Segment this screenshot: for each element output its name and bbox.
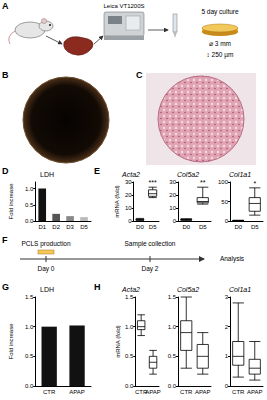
svg-text:E: E: [94, 166, 100, 176]
svg-text:Day 0: Day 0: [38, 265, 55, 273]
svg-text:2: 2: [225, 324, 229, 330]
svg-text:*: *: [253, 180, 256, 187]
svg-text:H: H: [94, 282, 101, 292]
svg-text:APAP: APAP: [145, 389, 161, 395]
svg-text:0.0: 0.0: [168, 383, 177, 389]
svg-text:CTR: CTR: [135, 389, 148, 395]
svg-text:Leica VT1200S: Leica VT1200S: [103, 3, 144, 9]
svg-text:B: B: [2, 70, 9, 80]
svg-text:1.0: 1.0: [168, 324, 177, 330]
svg-text:mRNA (fold): mRNA (fold): [115, 325, 121, 358]
svg-text:A: A: [2, 1, 9, 11]
svg-text:CTR: CTR: [232, 389, 245, 395]
svg-text:**: **: [200, 179, 206, 186]
svg-text:mRNA (fold): mRNA (fold): [114, 185, 120, 218]
svg-text:D5: D5: [199, 224, 207, 230]
svg-text:Fold increase: Fold increase: [8, 323, 14, 360]
svg-text:LDH: LDH: [40, 171, 54, 178]
svg-text:20: 20: [125, 192, 132, 198]
svg-text:D3: D3: [66, 224, 74, 230]
svg-text:Acta2: Acta2: [121, 171, 140, 178]
svg-text:5 day culture: 5 day culture: [201, 8, 239, 16]
svg-text:D0: D0: [136, 224, 144, 230]
svg-text:1.0: 1.0: [25, 324, 34, 330]
svg-text:0: 0: [128, 218, 132, 224]
svg-text:3: 3: [225, 294, 229, 300]
svg-text:0.5: 0.5: [25, 202, 34, 208]
svg-text:Sample collection: Sample collection: [125, 240, 176, 248]
svg-text:Col1a1: Col1a1: [229, 171, 251, 178]
svg-text:D0: D0: [234, 224, 242, 230]
svg-text:APAP: APAP: [69, 389, 85, 395]
svg-text:D: D: [2, 166, 9, 176]
svg-text:Col5a2: Col5a2: [177, 171, 199, 178]
svg-text:Day 2: Day 2: [142, 265, 159, 273]
svg-text:0: 0: [225, 383, 229, 389]
svg-text:D5: D5: [149, 224, 157, 230]
svg-text:0.5: 0.5: [168, 353, 177, 359]
svg-text:1.5: 1.5: [25, 294, 34, 300]
svg-text:CTR: CTR: [180, 389, 193, 395]
svg-text:1.5: 1.5: [168, 294, 177, 300]
svg-text:Fold increase: Fold increase: [8, 183, 14, 220]
svg-text:0: 0: [225, 218, 229, 224]
svg-text:D2: D2: [52, 224, 60, 230]
svg-text:D1: D1: [38, 224, 46, 230]
svg-text:50: 50: [221, 199, 228, 205]
svg-text:***: ***: [149, 179, 157, 186]
svg-text:0.0: 0.0: [25, 218, 34, 224]
svg-text:⌀ 3 mm: ⌀ 3 mm: [209, 40, 231, 47]
svg-text:G: G: [2, 282, 9, 292]
svg-text:PCLS production: PCLS production: [21, 240, 71, 248]
svg-text:30: 30: [125, 179, 132, 185]
svg-text:D5: D5: [80, 224, 88, 230]
svg-text:0.0: 0.0: [125, 383, 134, 389]
svg-text:0.5: 0.5: [125, 353, 134, 359]
svg-text:100: 100: [218, 179, 229, 185]
svg-text:Analysis: Analysis: [220, 255, 245, 263]
svg-text:10: 10: [169, 205, 176, 211]
svg-text:30: 30: [169, 179, 176, 185]
svg-text:1.5: 1.5: [125, 294, 134, 300]
svg-text:Col1a1: Col1a1: [229, 286, 251, 293]
svg-text:D5: D5: [251, 224, 259, 230]
svg-text:10: 10: [125, 205, 132, 211]
svg-text:0.0: 0.0: [25, 383, 34, 389]
svg-text:0: 0: [173, 218, 177, 224]
svg-text:1.0: 1.0: [125, 324, 134, 330]
svg-text:↕ 250 µm: ↕ 250 µm: [207, 51, 234, 59]
svg-text:LDH: LDH: [40, 286, 54, 293]
svg-text:APAP: APAP: [247, 389, 263, 395]
svg-text:APAP: APAP: [195, 389, 211, 395]
svg-text:Acta2: Acta2: [121, 286, 140, 293]
svg-text:0.5: 0.5: [25, 353, 34, 359]
svg-text:F: F: [2, 235, 8, 245]
svg-text:CTR: CTR: [43, 389, 56, 395]
svg-text:20: 20: [169, 192, 176, 198]
svg-text:C: C: [136, 70, 143, 80]
svg-text:1.0: 1.0: [25, 186, 34, 192]
svg-text:D0: D0: [182, 224, 190, 230]
svg-text:1: 1: [225, 353, 229, 359]
svg-text:Col5a2: Col5a2: [177, 286, 199, 293]
